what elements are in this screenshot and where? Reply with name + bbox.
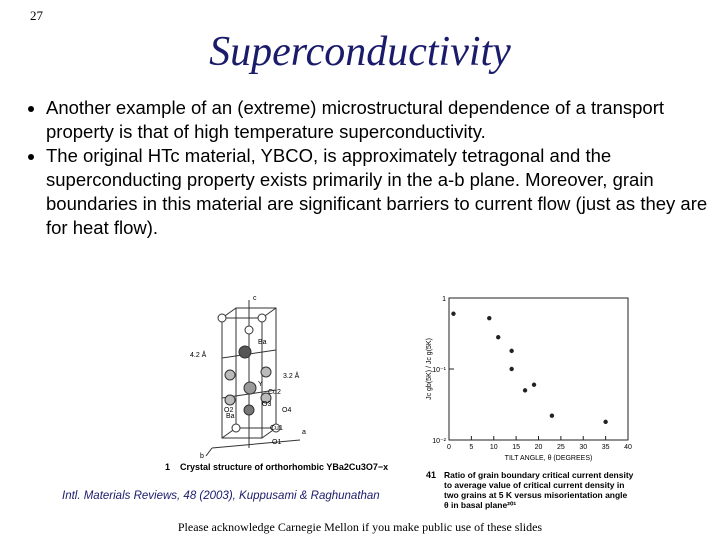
- x-tick-label: 35: [602, 444, 610, 451]
- structure-label: 3.2 Å: [283, 371, 300, 380]
- data-point: [509, 348, 514, 354]
- page-number: 27: [30, 8, 43, 23]
- structure-label: 4.2 Å: [190, 350, 207, 359]
- data-point: [531, 382, 537, 387]
- structure-label: O4: [282, 407, 291, 414]
- plot-frame: [448, 297, 629, 441]
- y-tick-label: 10⁻¹: [432, 367, 446, 374]
- slide-title: Superconductivity: [209, 29, 511, 75]
- structure-label: Cu1: [270, 425, 283, 432]
- structure-label: O3: [262, 401, 271, 408]
- caption-box: Ratio of grain boundary critical current…: [444, 470, 634, 510]
- structure-label: a: [302, 429, 306, 436]
- data-point: [509, 366, 514, 372]
- x-tick-label: 0: [447, 444, 451, 451]
- x-tick-label: 10: [490, 444, 498, 451]
- x-tick-label: 20: [535, 444, 543, 451]
- x-tick-label: 15: [512, 444, 520, 451]
- structure-label: O2: [224, 407, 233, 414]
- bullet: The original HTc material, YBCO, is appr…: [46, 144, 718, 240]
- x-tick-label: 40: [624, 444, 632, 451]
- caption-number: 1: [165, 462, 170, 472]
- data-point: [522, 388, 528, 393]
- x-tick-label: 25: [557, 444, 565, 451]
- data-point: [451, 311, 456, 316]
- structure-label: Ba: [258, 339, 267, 346]
- x-tick-label: 5: [469, 444, 473, 451]
- data-point: [549, 413, 555, 418]
- structure-label: Cu2: [268, 389, 281, 396]
- y-axis-label: Jc gb(5K) / Jc g(5K): [426, 338, 433, 400]
- bullet: Another example of an (extreme) microstr…: [46, 96, 718, 144]
- structure-label: O1: [272, 439, 281, 446]
- y-tick-label: 1: [442, 296, 446, 303]
- bullet-list: Another example of an (extreme) microstr…: [20, 96, 718, 240]
- structure-label: c: [253, 295, 257, 302]
- crystal-drawing: [205, 300, 301, 457]
- structure-label: b: [200, 453, 204, 460]
- caption: Crystal structure of orthorhombic YBa2Cu…: [180, 462, 388, 472]
- data-point: [496, 335, 501, 340]
- structure-label: Ba: [226, 413, 235, 420]
- citation: Intl. Materials Reviews, 48 (2003), Kupp…: [62, 490, 380, 502]
- structure-label: Y: [258, 381, 263, 388]
- x-axis-label: TILT ANGLE, θ (DEGREES): [505, 455, 593, 462]
- footer: Please acknowledge Carnegie Mellon if yo…: [177, 520, 543, 534]
- y-tick-label: 10⁻²: [432, 438, 446, 445]
- data-point: [487, 315, 492, 321]
- caption-number: 41: [426, 470, 436, 480]
- x-tick-label: 30: [579, 444, 587, 451]
- caption: Ratio of grain boundary critical current…: [444, 470, 634, 510]
- data-point: [603, 419, 608, 425]
